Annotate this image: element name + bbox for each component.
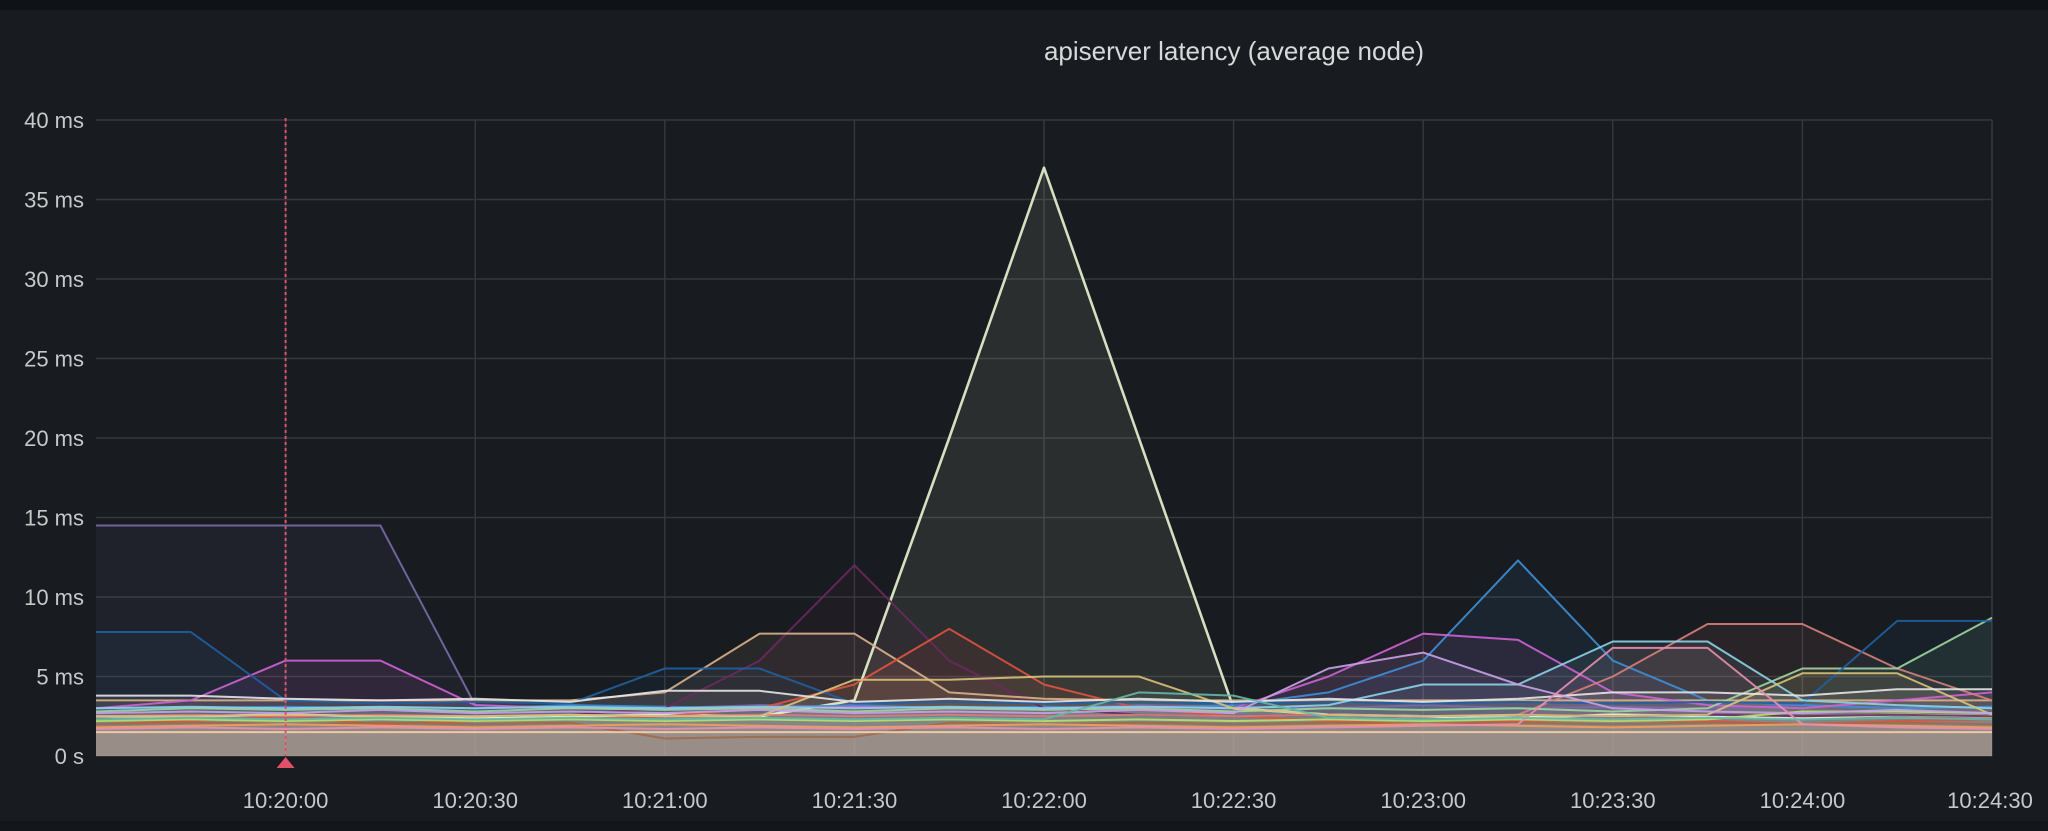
x-tick-label: 10:23:00 [1380,788,1466,813]
x-tick-label: 10:22:30 [1191,788,1277,813]
x-tick-label: 10:23:30 [1570,788,1656,813]
y-tick-label: 20 ms [24,426,84,451]
x-tick-label: 10:20:30 [432,788,518,813]
x-axis-ticks: 10:20:00 10:20:30 10:21:00 10:21:30 10:22:00… [243,788,2033,813]
y-tick-label: 30 ms [24,267,84,292]
series-line[interactable] [96,672,1993,718]
panel-title: apiserver latency (average node) [1043,36,1425,66]
series-line[interactable] [96,619,1992,705]
series-line[interactable] [95,646,1993,730]
x-tick-label: 10:20:00 [243,788,329,813]
x-tick-label: 10:24:00 [1760,788,1846,813]
series-area [96,647,1992,756]
x-tick-label: 10:24:30 [1947,788,2033,813]
y-tick-label: 10 ms [24,585,84,610]
series-line[interactable] [95,640,1993,710]
y-tick-label: 5 ms [36,665,84,690]
series-line[interactable] [96,688,1992,703]
series-area [96,673,1992,756]
y-tick-label: 25 ms [24,347,84,372]
latency-chart[interactable]: 0 s 5 ms 10 ms 15 ms 20 ms 25 ms 30 ms 35 ms 40 … [0,10,2048,831]
x-tick-label: 10:21:00 [622,788,708,813]
y-tick-label: 15 ms [24,506,84,531]
series-area [96,652,1992,756]
cursor-marker[interactable] [276,757,295,768]
series-line[interactable] [95,616,1993,713]
series-line[interactable] [95,710,1993,722]
series-area [96,722,1992,756]
y-tick-label: 40 ms [24,108,84,133]
y-tick-label: 35 ms [24,188,84,213]
series-fills [96,167,1992,756]
series-line[interactable] [96,559,1993,710]
series-line[interactable] [95,651,1993,715]
x-tick-label: 10:22:00 [1001,788,1087,813]
series-line[interactable] [95,723,1993,729]
y-tick-label: 0 s [55,744,84,769]
time-cursor [276,118,295,768]
series-area [96,732,1992,756]
series-line[interactable] [95,691,1993,721]
series-area [96,167,1992,756]
x-tick-label: 10:21:30 [812,788,898,813]
y-axis-ticks: 0 s 5 ms 10 ms 15 ms 20 ms 25 ms 30 ms 35 ms 40 … [24,108,84,769]
series-lines [95,166,1993,740]
